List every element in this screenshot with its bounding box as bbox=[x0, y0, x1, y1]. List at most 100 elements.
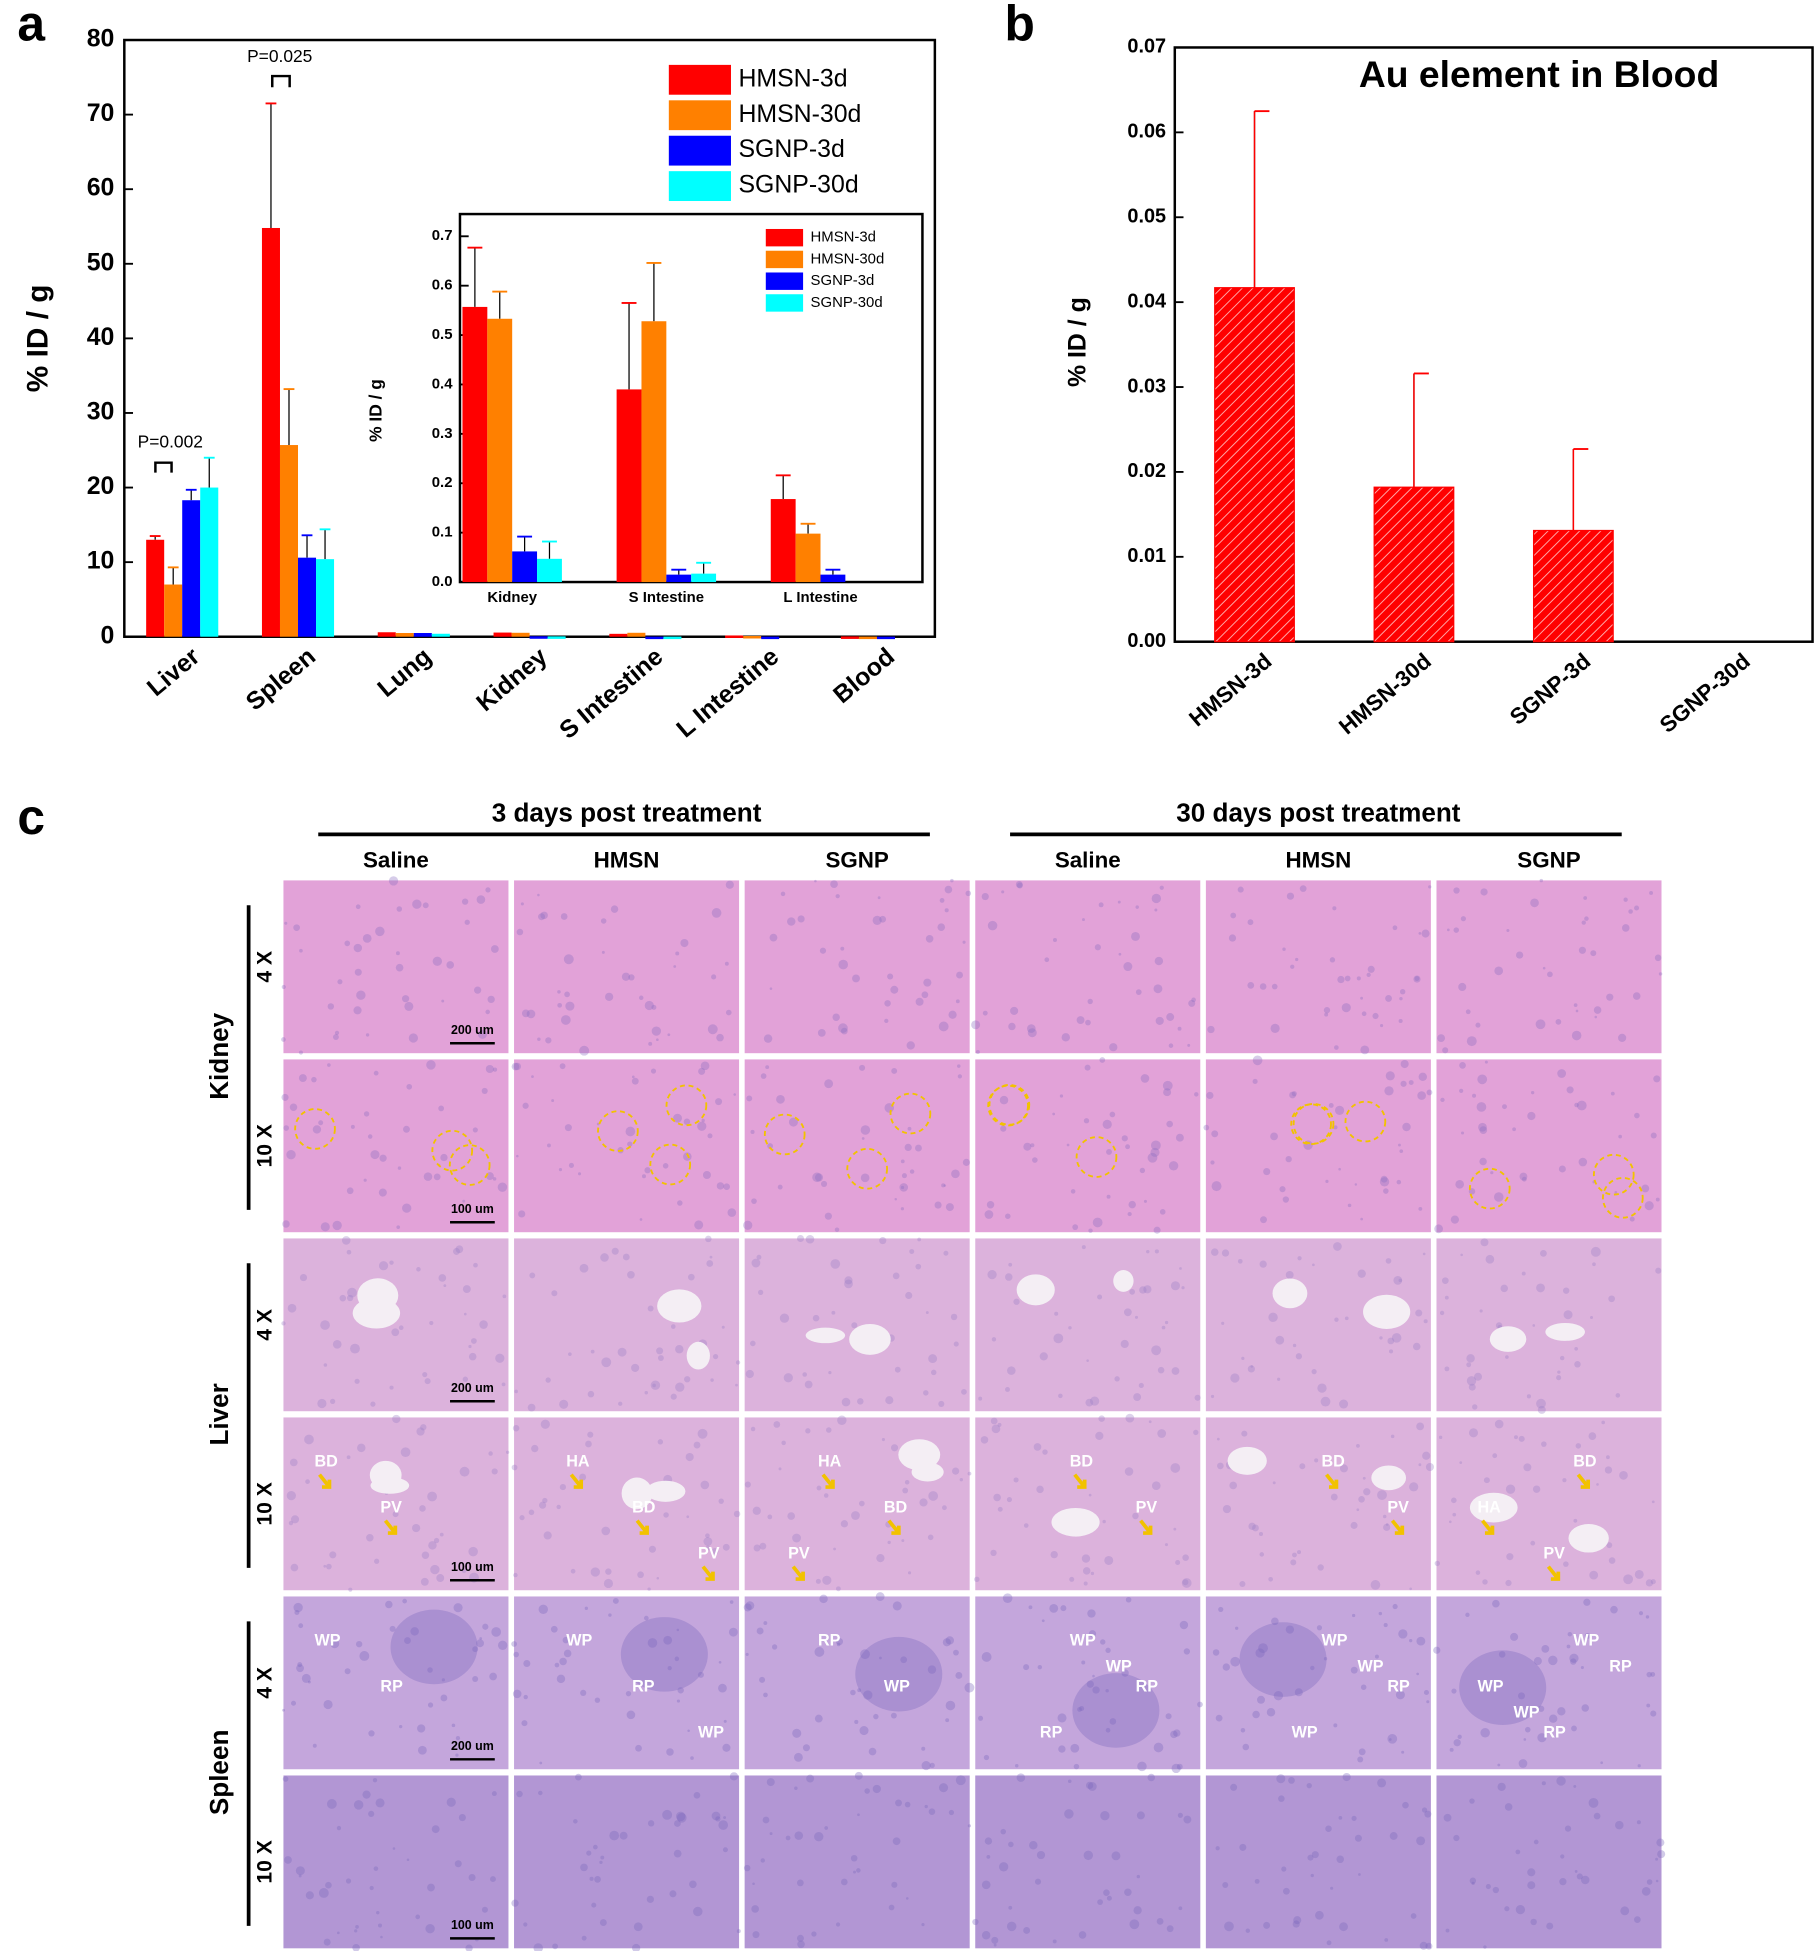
tissue-texture bbox=[822, 1575, 832, 1585]
tissue-texture bbox=[1446, 928, 1450, 932]
tissue-texture bbox=[888, 1904, 895, 1911]
tissue-texture bbox=[465, 1944, 473, 1951]
tissue-texture bbox=[1610, 1605, 1618, 1614]
bar bbox=[641, 321, 667, 583]
tissue-texture bbox=[1475, 1570, 1481, 1575]
tissue-texture bbox=[511, 1899, 519, 1907]
tissue-texture bbox=[830, 880, 838, 888]
tissue-texture bbox=[662, 1809, 673, 1820]
tissue-texture bbox=[513, 1651, 519, 1658]
tissue-texture bbox=[928, 1491, 939, 1501]
tissue-texture bbox=[1027, 1024, 1036, 1033]
tissue-texture bbox=[1479, 1126, 1488, 1135]
tissue-texture bbox=[1087, 1782, 1097, 1791]
tissue-texture bbox=[519, 1515, 525, 1521]
tissue-texture bbox=[852, 974, 860, 983]
bar bbox=[537, 558, 562, 583]
vessel bbox=[621, 1477, 653, 1510]
column-title: SGNP bbox=[825, 848, 888, 873]
tissue-texture bbox=[1590, 950, 1597, 957]
tissue-texture bbox=[1087, 998, 1093, 1005]
tissue-texture bbox=[1000, 1828, 1007, 1835]
tissue-texture bbox=[1606, 1455, 1610, 1460]
tissue-texture bbox=[828, 1371, 832, 1375]
tissue-texture bbox=[395, 951, 400, 956]
tissue-texture bbox=[644, 1167, 651, 1174]
tissue-texture bbox=[1539, 878, 1544, 883]
tissue-texture bbox=[374, 1558, 380, 1564]
tissue-texture bbox=[573, 1819, 578, 1824]
tissue-texture bbox=[1377, 1778, 1387, 1788]
tissue-texture bbox=[389, 1385, 394, 1390]
tissue-texture bbox=[398, 1325, 404, 1331]
tissue-texture bbox=[433, 1173, 441, 1181]
tissue-texture bbox=[1472, 1093, 1477, 1098]
tissue-texture bbox=[674, 1820, 681, 1827]
tissue-texture bbox=[1109, 1043, 1118, 1052]
tissue-texture bbox=[1560, 1854, 1565, 1859]
tissue-texture bbox=[1433, 1646, 1441, 1654]
tissue-texture bbox=[1398, 1629, 1408, 1639]
tissue-texture bbox=[1443, 1813, 1452, 1822]
tissue-texture bbox=[396, 906, 403, 912]
tissue-texture bbox=[1452, 1512, 1457, 1517]
tissue-texture bbox=[1006, 1497, 1012, 1503]
bar bbox=[840, 636, 859, 639]
arrow bbox=[701, 1565, 715, 1581]
glomerulus-marker bbox=[665, 1084, 708, 1127]
tissue-texture bbox=[938, 1021, 949, 1032]
tissue-texture bbox=[416, 1267, 421, 1272]
tissue-texture bbox=[1230, 1656, 1241, 1667]
tissue-texture bbox=[438, 1105, 445, 1112]
tissue-texture bbox=[1271, 983, 1278, 990]
tissue-texture bbox=[1448, 1520, 1452, 1524]
tissue-texture bbox=[1106, 1194, 1111, 1199]
micrograph bbox=[1205, 1772, 1433, 1950]
tissue-texture bbox=[1215, 1846, 1220, 1851]
tissue-texture bbox=[769, 1832, 773, 1836]
tissue-texture bbox=[745, 1601, 755, 1611]
tissue-texture bbox=[1395, 1690, 1405, 1700]
tissue-texture bbox=[967, 1471, 972, 1476]
tissue-texture bbox=[1164, 1320, 1169, 1325]
tissue-texture bbox=[718, 1498, 724, 1504]
tissue-texture bbox=[1426, 1700, 1430, 1704]
tissue-texture bbox=[565, 1001, 575, 1011]
tissue-texture bbox=[281, 1321, 286, 1326]
tissue-texture bbox=[1600, 1761, 1604, 1765]
tissue-texture bbox=[359, 1651, 370, 1661]
tissue-texture bbox=[1092, 1686, 1100, 1694]
tissue-texture bbox=[964, 1682, 975, 1693]
tissue-texture bbox=[332, 1339, 342, 1349]
tissue-texture bbox=[814, 1647, 825, 1657]
y-tick-label: 0.1 bbox=[432, 525, 453, 541]
structure-label: HA bbox=[818, 1452, 842, 1470]
tissue-texture bbox=[1569, 1653, 1579, 1663]
tissue-texture bbox=[1564, 1825, 1572, 1832]
tissue-texture bbox=[1416, 1422, 1425, 1431]
tissue-texture bbox=[538, 1790, 543, 1796]
tissue-texture bbox=[1286, 892, 1295, 900]
tissue-texture bbox=[1356, 1443, 1360, 1448]
tissue-texture bbox=[694, 1220, 704, 1230]
tissue-texture bbox=[520, 902, 524, 906]
tissue-texture bbox=[1159, 885, 1164, 890]
structure-label: PV bbox=[788, 1544, 810, 1562]
tissue-texture bbox=[1468, 1383, 1476, 1391]
tissue-texture bbox=[1135, 989, 1142, 996]
structure-label: RP bbox=[1387, 1677, 1410, 1695]
tissue-texture bbox=[369, 1885, 374, 1891]
tissue-texture bbox=[1023, 1927, 1031, 1934]
tissue-texture bbox=[657, 1439, 664, 1445]
tissue-texture bbox=[1081, 1554, 1091, 1563]
tissue-texture bbox=[925, 1311, 929, 1314]
tissue-texture bbox=[1399, 989, 1406, 995]
tissue-texture bbox=[451, 1723, 456, 1728]
tissue-texture bbox=[1581, 920, 1586, 925]
tissue-texture bbox=[685, 1452, 694, 1462]
tissue-texture bbox=[923, 1390, 929, 1396]
tissue-texture bbox=[600, 1253, 609, 1262]
column-title: Saline bbox=[363, 848, 429, 873]
tissue-texture bbox=[1453, 887, 1460, 894]
